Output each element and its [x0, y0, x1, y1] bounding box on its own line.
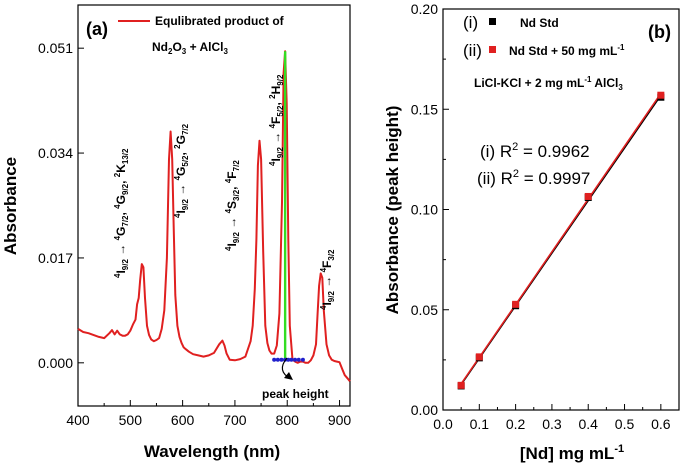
r2-label-1: (i) R2 = 0.9962 [480, 141, 590, 161]
transition-annotation: 4I9/2 → 4F3/2 [319, 249, 336, 310]
panel-b-y-tick-label: 0.15 [411, 101, 438, 117]
panel-a-y-tick-label: 0.000 [38, 355, 73, 371]
panel-b-point-series-2 [584, 192, 592, 200]
panel-a-x-tick-label: 400 [66, 412, 90, 428]
panel-b-legend-marker-2 [489, 46, 496, 53]
panel-a-x-tick-label: 700 [223, 412, 247, 428]
panel-b-legend-label-2: Nd Std + 50 mg mL-1 [509, 43, 625, 58]
peak-height-label: peak height [262, 387, 329, 401]
transition-annotation: 4I9/2 → 4G7/2, 4G9/2, 2K13/2 [113, 148, 130, 278]
panel-a-x-tick-label: 500 [119, 412, 143, 428]
panel-a-legend-label: Equlibrated product of [155, 14, 285, 28]
panel-b-label: (b) [648, 22, 671, 42]
panel-b-y-axis-title: Absorbance (peak height) [383, 106, 402, 315]
baseline-dot [296, 357, 301, 362]
panel-b-legend-prefix-2: (ii) [463, 41, 482, 60]
panel-a-plot-frame [77, 4, 351, 407]
panel-a-x-axis-title: Wavelength (nm) [144, 442, 280, 461]
panel-b-x-tick-label: 0.2 [506, 416, 526, 432]
panel-b-x-tick-label: 0.0 [433, 416, 453, 432]
panel-b-fit-line-2 [460, 93, 662, 385]
panel-b-y-tick-label: 0.10 [411, 202, 438, 218]
panel-b-y-tick-label: 0.20 [411, 1, 438, 17]
panel-a-y-tick-label: 0.051 [38, 40, 73, 56]
baseline-dot [293, 357, 298, 362]
panel-b-point-series-2 [475, 353, 483, 361]
panel-a: 400 500 600 700 800 900 0.000 0.017 0.034 0.051 (… [1, 4, 352, 461]
panel-b-point-series-2 [657, 91, 665, 99]
peak-height-arrowhead [284, 372, 293, 380]
panel-b-x-tick-label: 0.5 [615, 416, 635, 432]
panel-b-x-tick-label: 0.3 [542, 416, 562, 432]
panel-b-x-tick-label: 0.6 [651, 416, 671, 432]
panel-a-x-tick-label: 900 [328, 412, 352, 428]
panel-b-point-series-2 [457, 381, 465, 389]
baseline-dot [286, 357, 291, 362]
baseline-dot [279, 357, 284, 362]
panel-a-label: (a) [86, 19, 108, 39]
panel-b-legend-label-1: Nd Std [520, 16, 559, 30]
panel-a-y-tick-label: 0.034 [38, 145, 73, 161]
panel-a-x-tick-label: 600 [171, 412, 195, 428]
panel-b-point-series-2 [512, 300, 520, 308]
panel-b-x-tick-label: 0.4 [578, 416, 598, 432]
panel-a-x-tick-label: 800 [276, 412, 300, 428]
panel-b-plot-frame [442, 8, 680, 411]
panel-b-medium-note: LiCl-KCl + 2 mg mL-1 AlCl3 [474, 75, 623, 92]
transition-annotation: 4I9/2 → 4G5/2, 2G7/2 [173, 123, 190, 218]
panel-b-legend-prefix-1: (i) [463, 13, 478, 32]
baseline-dot [272, 357, 277, 362]
panel-a-y-axis-title: Absorbance [1, 157, 20, 255]
panel-a-series-line-1 [77, 50, 351, 382]
panel-b-y-tick-label: 0.05 [411, 302, 438, 318]
panel-a-legend-formula: Nd2O3 + AlCl3 [152, 40, 228, 56]
transition-annotation: 4I9/2 → 4S3/2, 4F7/2 [224, 160, 241, 251]
baseline-dot [289, 357, 294, 362]
transition-annotation: 4I9/2 → 4F5/2, 2H9/2 [268, 74, 285, 166]
panel-b-x-tick-label: 0.1 [470, 416, 490, 432]
panel-b: 0.0 0.1 0.2 0.3 0.4 0.5 0.6 0.00 0.05 0.10 0.15 0.2… [383, 1, 680, 463]
r2-label-2: (ii) R2 = 0.9997 [477, 168, 590, 188]
panel-b-y-tick-label: 0.00 [411, 402, 438, 418]
baseline-dot [275, 357, 280, 362]
panel-b-x-axis-title: [Nd] mg mL-1 [520, 443, 624, 463]
baseline-dot [300, 357, 305, 362]
panel-b-legend-marker-1 [489, 18, 496, 25]
panel-a-y-tick-label: 0.017 [38, 250, 73, 266]
